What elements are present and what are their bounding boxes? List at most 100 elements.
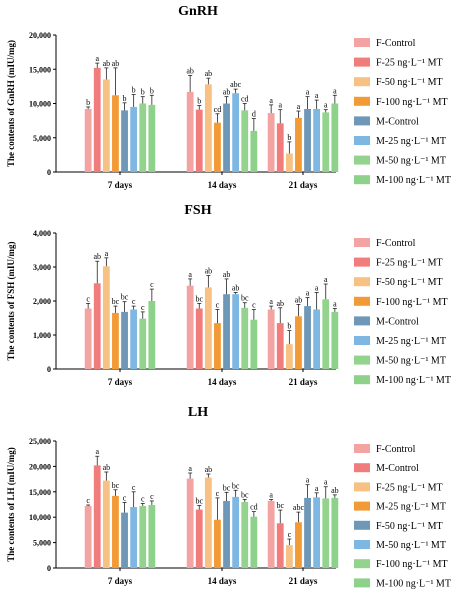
bar (295, 316, 302, 369)
legend-swatch (354, 296, 370, 306)
significance-label: ab (112, 59, 120, 68)
x-tick-label: 7 days (108, 180, 133, 190)
legend-swatch (354, 316, 370, 326)
legend-swatch (354, 38, 370, 47)
bar (223, 500, 230, 568)
y-tick-label: 0 (47, 365, 51, 374)
chart-panel-lh: LH The contents of LH (mIU/mg) 0 5,000 10,00… (6, 405, 451, 589)
significance-label: a (324, 101, 328, 110)
significance-label: ab (205, 69, 213, 78)
significance-label: c (132, 297, 136, 306)
significance-label: a (269, 297, 273, 306)
legend-swatch (354, 116, 370, 126)
bar (322, 498, 330, 568)
legend-label: M-100 ng·L⁻¹ MT (376, 175, 451, 186)
significance-label: bc (232, 481, 240, 490)
significance-label: a (324, 275, 328, 284)
legend-swatch (354, 375, 370, 385)
bar (276, 323, 284, 369)
bar (313, 309, 321, 369)
bar (121, 311, 128, 369)
legend-label: F-25 ng·L⁻¹ MT (376, 258, 443, 269)
legend-swatch (354, 277, 370, 287)
significance-label: bc (195, 497, 203, 506)
bar (130, 106, 138, 172)
bar (93, 465, 101, 568)
chart-title: LH (188, 405, 208, 420)
x-tick-label: 14 days (208, 180, 237, 190)
bar (195, 509, 203, 568)
significance-label: d (252, 110, 256, 119)
significance-label: a (333, 86, 337, 95)
bar (130, 507, 138, 568)
y-tick-label: 20,000 (29, 31, 51, 40)
significance-label: ab (223, 270, 231, 279)
bar (295, 522, 302, 568)
significance-label: ab (186, 66, 194, 75)
significance-label: a (306, 289, 310, 298)
bar (331, 497, 339, 568)
x-tick-label: 7 days (108, 576, 133, 586)
significance-label: bc (112, 481, 120, 490)
bar (84, 308, 92, 369)
bar (232, 496, 240, 568)
significance-label: ab (232, 284, 240, 293)
legend-swatch (354, 520, 370, 530)
legend-label: M-25 ng·L⁻¹ MT (376, 502, 446, 513)
significance-label: cd (250, 503, 258, 512)
x-tick-label: 7 days (108, 377, 133, 387)
bar (331, 311, 339, 369)
legend-swatch (354, 355, 370, 365)
bar (204, 477, 212, 568)
bar (285, 545, 293, 568)
bar (186, 285, 194, 369)
bar (267, 500, 275, 568)
chart-panel-gnrh: GnRH The contents of GnRH (mIU/mg) 0 5,000 1… (6, 4, 451, 190)
y-tick-label: 5,000 (33, 539, 51, 548)
legend-swatch (354, 444, 370, 453)
legend-label: F-100 ng·L⁻¹ MT (376, 297, 448, 308)
significance-label: c (216, 489, 220, 498)
y-tick-label: 15,000 (29, 488, 51, 497)
significance-label: a (315, 91, 319, 100)
legend-label: F-Control (376, 238, 416, 249)
y-tick-label: 20,000 (29, 462, 51, 471)
significance-label: abc (293, 503, 305, 512)
bar (250, 319, 258, 369)
chart-title: GnRH (178, 4, 218, 19)
legend-label: F-50 ng·L⁻¹ MT (376, 77, 443, 88)
bar (250, 130, 258, 172)
legend-label: F-25 ng·L⁻¹ MT (376, 482, 443, 493)
bar (232, 294, 240, 369)
legend-label: F-Control (376, 38, 416, 49)
y-tick-label: 3,000 (33, 263, 51, 272)
bar (93, 283, 101, 369)
bar (186, 91, 194, 172)
legend-swatch (354, 540, 370, 549)
legend-swatch (354, 559, 370, 569)
legend: F-Control M-Control F-25 ng·L⁻¹ MT M-25 ng·… (354, 444, 451, 589)
legend-swatch (354, 155, 370, 165)
significance-label: a (306, 88, 310, 97)
significance-label: ab (93, 252, 101, 261)
significance-label: a (105, 249, 109, 258)
x-tick-label: 21 days (289, 377, 318, 387)
legend-swatch (354, 57, 370, 67)
bar (93, 67, 101, 172)
bar (276, 523, 284, 568)
legend-swatch (354, 463, 370, 473)
legend-label: M-50 ng·L⁻¹ MT (376, 156, 446, 167)
bar (241, 110, 249, 172)
bar (121, 110, 128, 172)
bar (313, 497, 321, 568)
significance-label: ab (276, 299, 284, 308)
significance-label: c (141, 303, 145, 312)
bar (112, 95, 119, 172)
bar (267, 113, 275, 172)
significance-label: bc (241, 490, 249, 499)
bar (130, 309, 138, 369)
legend-label: M-25 ng·L⁻¹ MT (376, 336, 446, 347)
bar (276, 123, 284, 172)
legend-label: F-100 ng·L⁻¹ MT (376, 97, 448, 108)
